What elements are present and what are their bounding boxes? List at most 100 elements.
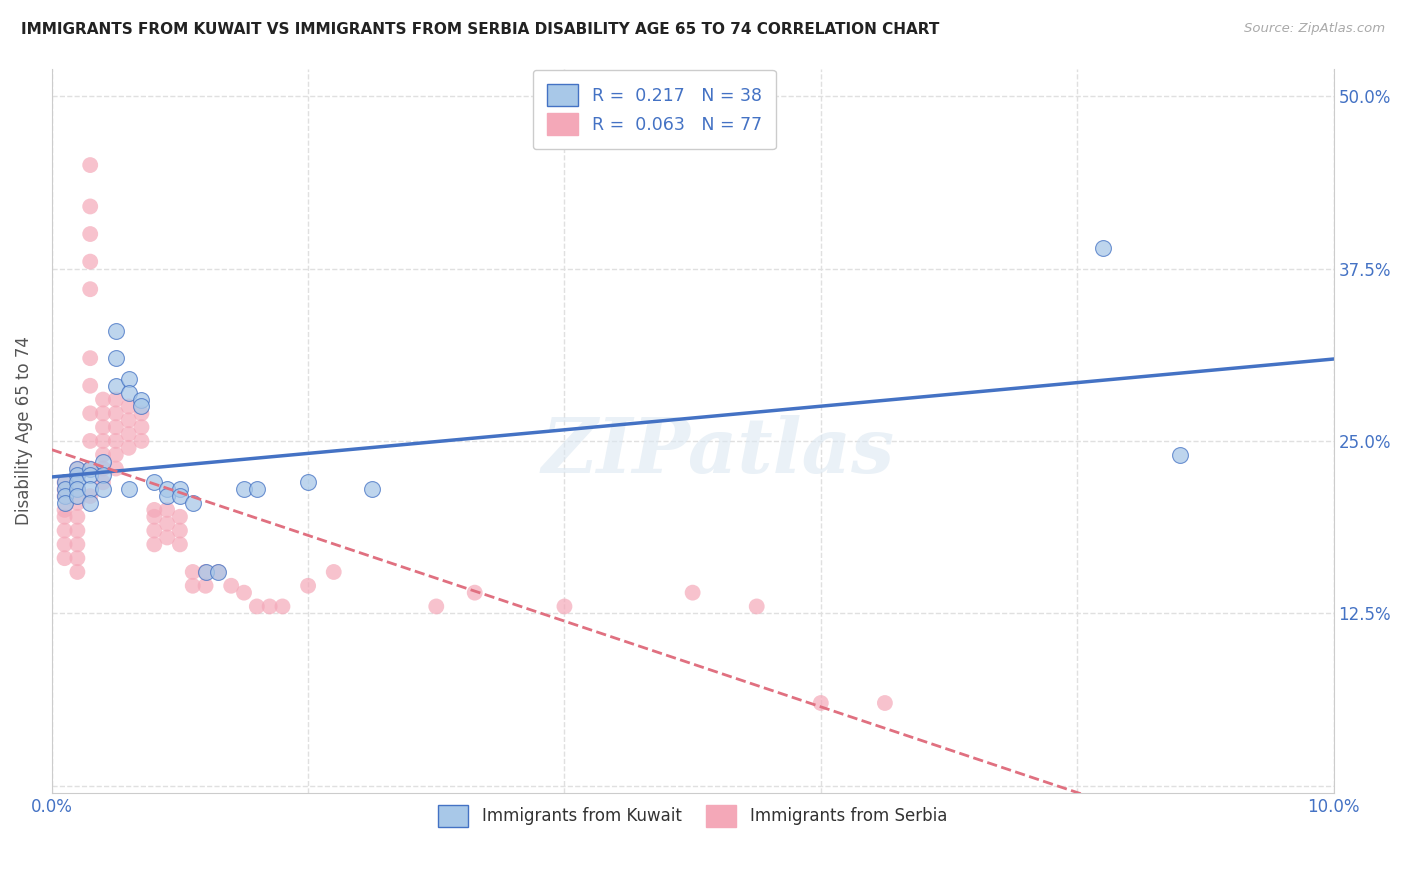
Point xyxy=(233,482,256,496)
Point xyxy=(53,482,76,496)
Point xyxy=(246,599,269,614)
Point xyxy=(91,392,114,407)
Point xyxy=(53,496,76,510)
Point xyxy=(425,599,447,614)
Point xyxy=(53,475,76,490)
Point xyxy=(79,254,101,268)
Point xyxy=(156,531,179,545)
Point xyxy=(79,489,101,503)
Point xyxy=(181,579,204,593)
Point xyxy=(66,461,89,475)
Point xyxy=(143,509,166,524)
Point xyxy=(207,565,229,579)
Point xyxy=(66,468,89,483)
Point xyxy=(53,489,76,503)
Point xyxy=(66,482,89,496)
Point xyxy=(207,565,229,579)
Point xyxy=(91,475,114,490)
Point xyxy=(169,489,191,503)
Point xyxy=(66,551,89,566)
Point xyxy=(104,406,127,420)
Point xyxy=(118,400,141,414)
Point xyxy=(66,565,89,579)
Point xyxy=(271,599,294,614)
Point xyxy=(66,537,89,551)
Y-axis label: Disability Age 65 to 74: Disability Age 65 to 74 xyxy=(15,336,32,525)
Point xyxy=(91,420,114,434)
Point xyxy=(259,599,281,614)
Text: ZIPatlas: ZIPatlas xyxy=(541,416,894,490)
Point xyxy=(53,509,76,524)
Point xyxy=(322,565,344,579)
Text: IMMIGRANTS FROM KUWAIT VS IMMIGRANTS FROM SERBIA DISABILITY AGE 65 TO 74 CORRELA: IMMIGRANTS FROM KUWAIT VS IMMIGRANTS FRO… xyxy=(21,22,939,37)
Point xyxy=(66,524,89,538)
Point xyxy=(810,696,832,710)
Point xyxy=(553,599,575,614)
Point xyxy=(104,392,127,407)
Text: Source: ZipAtlas.com: Source: ZipAtlas.com xyxy=(1244,22,1385,36)
Point xyxy=(143,537,166,551)
Point xyxy=(66,475,89,490)
Point xyxy=(53,551,76,566)
Point xyxy=(246,482,269,496)
Point xyxy=(79,482,101,496)
Point xyxy=(156,482,179,496)
Point xyxy=(194,565,217,579)
Point xyxy=(79,282,101,296)
Point xyxy=(181,565,204,579)
Point xyxy=(53,482,76,496)
Point xyxy=(118,372,141,386)
Point xyxy=(79,434,101,448)
Point xyxy=(143,524,166,538)
Point xyxy=(79,199,101,213)
Point xyxy=(143,475,166,490)
Point xyxy=(131,406,153,420)
Point xyxy=(66,482,89,496)
Point xyxy=(79,158,101,172)
Point xyxy=(297,475,319,490)
Point xyxy=(297,579,319,593)
Point xyxy=(104,351,127,366)
Point xyxy=(79,227,101,241)
Point xyxy=(745,599,768,614)
Point xyxy=(53,489,76,503)
Point xyxy=(873,696,896,710)
Point xyxy=(104,448,127,462)
Point xyxy=(53,537,76,551)
Point xyxy=(79,378,101,392)
Point xyxy=(79,461,101,475)
Point xyxy=(53,503,76,517)
Point xyxy=(118,413,141,427)
Point xyxy=(156,503,179,517)
Legend: Immigrants from Kuwait, Immigrants from Serbia: Immigrants from Kuwait, Immigrants from … xyxy=(430,797,956,835)
Point xyxy=(66,509,89,524)
Point xyxy=(118,427,141,442)
Point xyxy=(131,392,153,407)
Point xyxy=(91,482,114,496)
Point xyxy=(181,496,204,510)
Point xyxy=(118,482,141,496)
Point xyxy=(79,461,101,475)
Point xyxy=(53,475,76,490)
Point xyxy=(66,496,89,510)
Point xyxy=(104,378,127,392)
Point xyxy=(66,461,89,475)
Point xyxy=(66,468,89,483)
Point xyxy=(91,468,114,483)
Point xyxy=(91,448,114,462)
Point xyxy=(66,489,89,503)
Point xyxy=(91,461,114,475)
Point xyxy=(53,524,76,538)
Point xyxy=(79,406,101,420)
Point xyxy=(104,434,127,448)
Point xyxy=(131,420,153,434)
Point xyxy=(156,516,179,531)
Point xyxy=(131,434,153,448)
Point xyxy=(1168,448,1191,462)
Point xyxy=(131,400,153,414)
Point xyxy=(194,565,217,579)
Point xyxy=(91,434,114,448)
Point xyxy=(169,509,191,524)
Point xyxy=(91,455,114,469)
Point xyxy=(1091,241,1114,255)
